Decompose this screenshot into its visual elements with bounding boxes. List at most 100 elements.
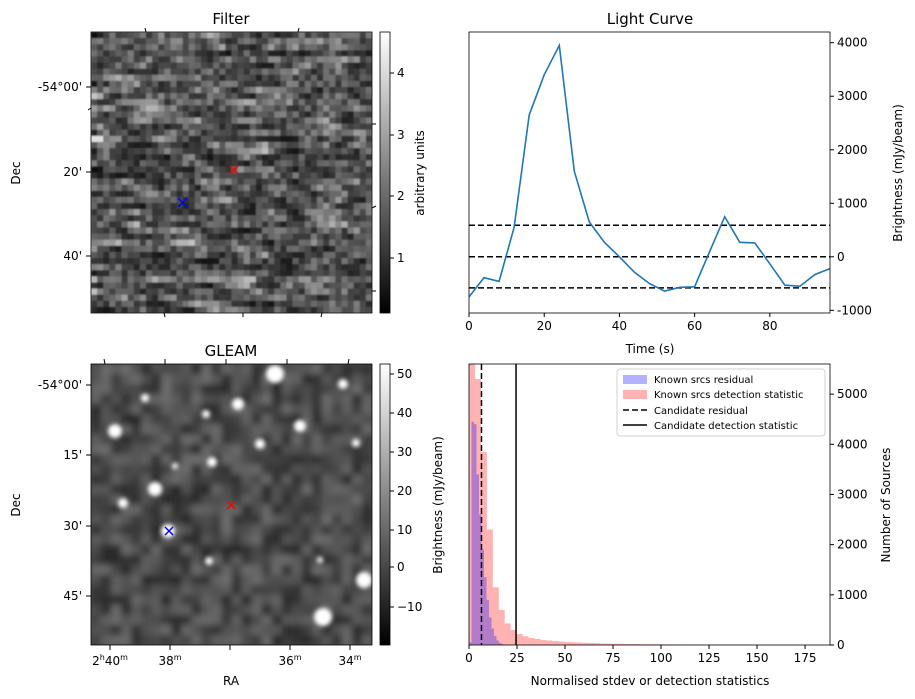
gleam-source	[356, 572, 372, 588]
gleam-colorbar-tick: 30	[397, 445, 412, 459]
histogram-bar	[564, 641, 571, 645]
y-tick-label: 3000	[837, 487, 868, 501]
gleam-ra-tick-label: 38m	[158, 653, 181, 668]
histogram-bar	[599, 643, 606, 645]
filter-colorbar	[379, 31, 391, 314]
gleam-colorbar-label: Brightness (mJy/beam)	[431, 436, 445, 574]
filter-colorbar-tick: 4	[397, 66, 405, 80]
gleam-source	[161, 524, 175, 538]
filter-title: Filter	[212, 10, 250, 28]
histogram-x-ticks: 0 25 50 75 100 125 150 175	[465, 645, 816, 665]
histogram-bar	[582, 642, 589, 645]
y-tick-label: 2000	[837, 538, 868, 552]
histogram-bar	[588, 642, 594, 645]
histogram-bar	[629, 644, 636, 645]
gleam-frame	[90, 363, 373, 646]
y-tick-label: 1000	[837, 588, 868, 602]
histogram-bar	[546, 640, 553, 645]
histogram-bar	[558, 641, 565, 645]
x-tick-label: 20	[537, 319, 552, 333]
filter-marker-blue	[177, 197, 188, 208]
histogram-bar	[469, 364, 475, 645]
gleam-source	[108, 424, 122, 438]
histogram-bar	[516, 633, 523, 645]
gleam-colorbar-tick: −10	[397, 600, 422, 614]
filter-panel: Filter -54°00' 20' 40' Dec	[9, 10, 427, 318]
legend-swatch-red	[623, 390, 647, 399]
filter-dec-tick-label: 40'	[63, 249, 82, 263]
gleam-image	[91, 364, 372, 645]
filter-dec-ticks: -54°00' 20' 40'	[38, 80, 91, 263]
histogram-bar	[476, 474, 479, 645]
histogram-bar	[510, 629, 517, 645]
histogram-bar	[534, 638, 541, 645]
histogram-bar	[528, 637, 535, 645]
x-tick-label: 75	[605, 651, 620, 665]
histogram-bar	[611, 643, 618, 645]
light-curve-xlabel: Time (s)	[625, 342, 675, 356]
gleam-source	[141, 394, 149, 402]
histogram-bar	[576, 642, 583, 645]
light-curve-plot	[469, 42, 830, 298]
histogram-y-ticks: 0 1000 2000 3000 4000 5000	[830, 387, 868, 652]
light-curve-frame	[468, 31, 831, 314]
histogram-bar	[483, 577, 487, 645]
filter-image	[91, 32, 372, 313]
histogram-bar	[605, 643, 612, 645]
gleam-source	[148, 482, 162, 496]
histogram-plot	[469, 364, 827, 645]
histogram-bar	[474, 379, 481, 645]
y-tick-label: 2000	[837, 143, 868, 157]
gleam-source	[266, 365, 284, 383]
histogram-ylabel-right: Number of Sources	[879, 448, 893, 563]
histogram-bar	[496, 640, 499, 645]
x-tick-label: 0	[465, 651, 473, 665]
gleam-ra-tick-label: 2h40m	[92, 653, 128, 668]
x-tick-label: 175	[794, 651, 817, 665]
gleam-source	[205, 557, 213, 565]
histogram-bar	[623, 643, 630, 645]
gleam-ylabel: Dec	[9, 493, 23, 516]
histogram-bar	[522, 636, 529, 645]
histogram-frame	[468, 363, 831, 646]
filter-colorbar-label: arbitrary units	[413, 130, 427, 216]
gleam-source	[255, 439, 265, 449]
gleam-ra-tick-label: 34m	[338, 653, 361, 668]
gleam-colorbar-ticks: −10 0 10 20 30 40 50	[390, 367, 422, 614]
x-tick-label: 50	[557, 651, 572, 665]
legend-swatch-blue	[623, 375, 647, 384]
filter-ylabel: Dec	[9, 161, 23, 184]
gleam-marker-blue	[164, 526, 174, 536]
light-curve-y-ticks: -1000 0 1000 2000 3000 4000	[830, 36, 872, 317]
gleam-source	[118, 498, 128, 508]
gleam-ra-ticks	[103, 358, 351, 650]
y-tick-label: 1000	[837, 196, 868, 210]
light-curve-panel: Light Curve 0 20 40 60 80 -1000 0 1000 2000 3000…	[465, 10, 905, 356]
gleam-source	[232, 398, 244, 410]
gleam-colorbar-tick: 0	[397, 560, 405, 574]
gleam-ra-tick-labels: 2h40m 38m 36m 34m	[92, 653, 362, 668]
legend-label: Known srcs detection statistic	[654, 390, 803, 401]
legend-label: Known srcs residual	[654, 375, 753, 386]
histogram-bar	[481, 549, 484, 645]
histogram-bar	[552, 640, 559, 645]
histogram-legend: Known srcs residual Known srcs detection…	[616, 368, 826, 437]
gleam-source	[338, 379, 348, 389]
histogram-bar	[478, 514, 482, 645]
filter-colorbar-tick: 1	[397, 251, 405, 265]
light-curve-title: Light Curve	[607, 10, 693, 28]
y-tick-label: 0	[837, 250, 845, 264]
gleam-colorbar-tick: 20	[397, 484, 412, 498]
gleam-source	[352, 439, 360, 447]
histogram-bar	[540, 639, 547, 645]
filter-dec-tick-label: -54°00'	[38, 80, 82, 94]
y-tick-label: 3000	[837, 89, 868, 103]
gleam-dec-ticks: -54°00' 15' 30' 45'	[38, 378, 91, 603]
filter-colorbar-tick: 2	[397, 189, 405, 203]
histogram-bar	[492, 587, 499, 645]
histogram-bar	[486, 599, 489, 645]
filter-marker-red	[229, 165, 239, 175]
histogram-bar	[498, 609, 505, 645]
y-tick-label: 4000	[837, 437, 868, 451]
